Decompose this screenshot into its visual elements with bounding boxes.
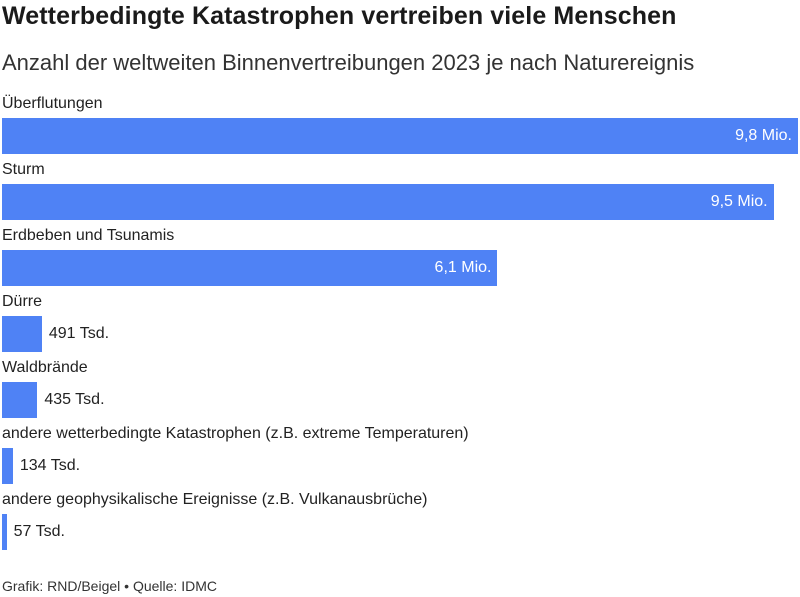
bar-row: Dürre 491 Tsd. <box>0 293 800 359</box>
bar-row: andere wetterbedingte Katastrophen (z.B.… <box>0 425 800 491</box>
bar <box>2 448 13 484</box>
value-label: 9,8 Mio. <box>735 127 792 144</box>
bar-row: Erdbeben und Tsunamis 6,1 Mio. <box>0 227 800 293</box>
value-label: 435 Tsd. <box>44 391 105 408</box>
value-label: 6,1 Mio. <box>434 259 492 276</box>
chart-footer: Grafik: RND/Beigel • Quelle: IDMC <box>2 578 217 594</box>
bar-row: Überflutungen 9,8 Mio. <box>0 95 800 161</box>
separator-dot: • <box>124 578 130 594</box>
category-label: andere wetterbedingte Katastrophen (z.B.… <box>2 425 469 442</box>
bar <box>2 250 498 286</box>
category-label: Sturm <box>2 161 45 178</box>
chart-subtitle: Anzahl der weltweiten Binnenvertreibunge… <box>2 50 695 75</box>
bar-row: Sturm 9,5 Mio. <box>0 161 800 227</box>
category-label: andere geophysikalische Ereignisse (z.B.… <box>2 491 428 508</box>
bar <box>2 382 38 418</box>
value-label: 134 Tsd. <box>19 457 81 474</box>
category-label: Dürre <box>2 293 43 310</box>
bar <box>2 118 798 154</box>
value-label: 57 Tsd. <box>13 523 65 540</box>
bar <box>2 514 7 550</box>
source-text: Quelle: IDMC <box>132 578 217 594</box>
category-label: Waldbrände <box>2 359 88 376</box>
bar-row: andere geophysikalische Ereignisse (z.B.… <box>0 491 800 557</box>
chart-title: Wetterbedingte Katastrophen vertreiben v… <box>2 2 677 30</box>
bar <box>2 316 42 352</box>
value-label: 491 Tsd. <box>48 325 110 342</box>
category-label: Überflutungen <box>2 95 103 112</box>
category-label: Erdbeben und Tsunamis <box>2 227 175 244</box>
credit-text: Grafik: RND/Beigel <box>2 578 121 594</box>
bar <box>2 184 774 220</box>
value-label: 9,5 Mio. <box>710 193 768 210</box>
bar-row: Waldbrände 435 Tsd. <box>0 359 800 425</box>
